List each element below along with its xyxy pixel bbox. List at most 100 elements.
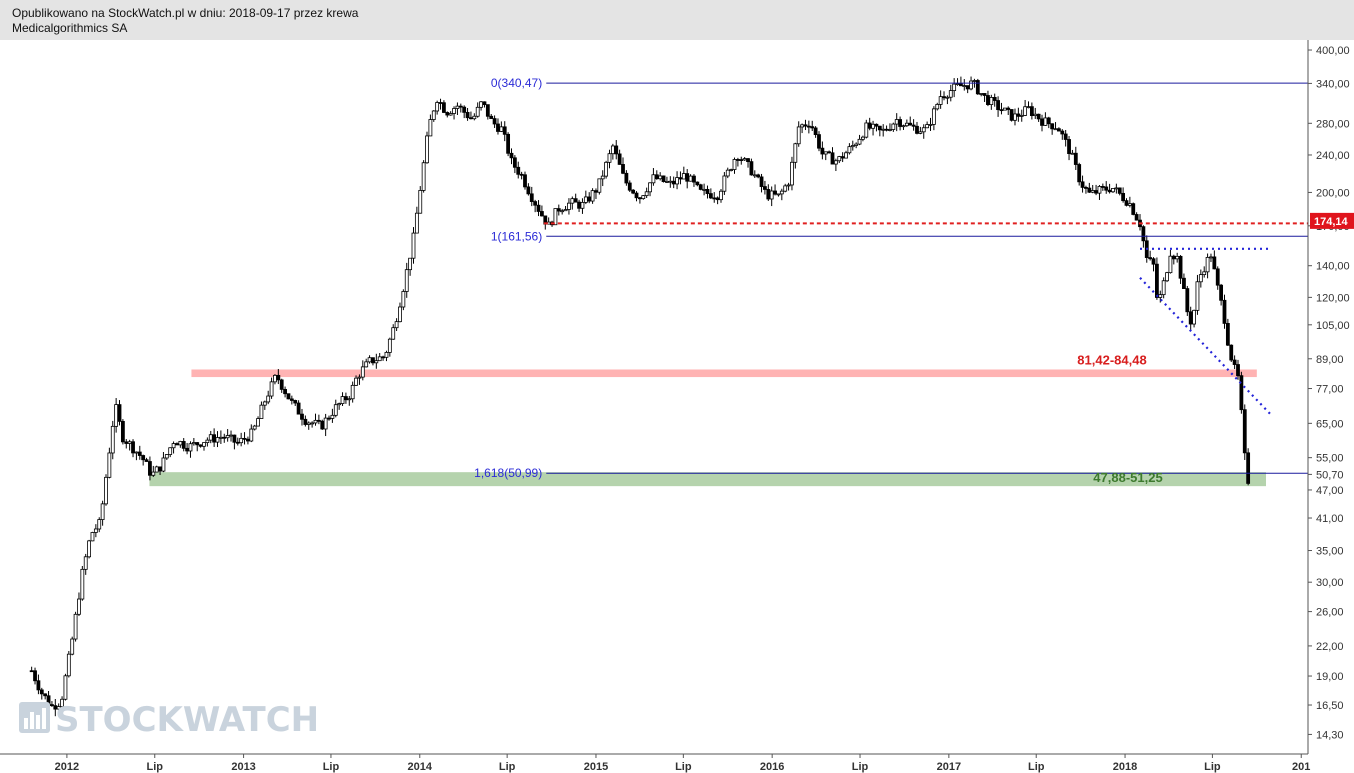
candle-body bbox=[938, 96, 943, 105]
candle-body bbox=[874, 123, 879, 127]
candle-body bbox=[97, 519, 102, 530]
candle-body bbox=[729, 169, 734, 171]
candle-body bbox=[790, 161, 794, 186]
candle-body bbox=[296, 402, 301, 415]
x-tick-label: 2014 bbox=[408, 761, 433, 773]
candle-body bbox=[1053, 128, 1058, 131]
candle-body bbox=[563, 209, 568, 212]
candle-body bbox=[90, 532, 95, 542]
candle-body bbox=[114, 404, 119, 427]
candle-body bbox=[195, 442, 200, 446]
candle-body bbox=[1148, 257, 1153, 260]
candle-body bbox=[594, 190, 598, 193]
candle-body bbox=[722, 175, 727, 192]
candle-body bbox=[462, 106, 467, 113]
candle-body bbox=[891, 123, 896, 130]
candle-body bbox=[357, 376, 362, 379]
candle-body bbox=[1192, 309, 1196, 325]
y-tick-label: 89,00 bbox=[1316, 354, 1344, 366]
candle-body bbox=[1161, 280, 1166, 296]
candle-body bbox=[1100, 186, 1105, 188]
candle-body bbox=[320, 420, 325, 430]
candle-body bbox=[239, 437, 244, 444]
candle-body bbox=[489, 115, 494, 119]
zones-layer bbox=[149, 369, 1267, 487]
candle-body bbox=[1043, 117, 1048, 126]
candle-body bbox=[627, 182, 632, 191]
candle-body bbox=[337, 403, 342, 406]
candle-body bbox=[999, 109, 1004, 112]
candle-body bbox=[384, 352, 389, 358]
candle-body bbox=[712, 197, 717, 200]
candle-body bbox=[969, 80, 973, 90]
candle-body bbox=[925, 124, 930, 129]
candle-body bbox=[445, 112, 450, 116]
lines-layer: 0(340,47) 1(161,56) 1,618(50,99) 81,42-84,4… bbox=[474, 76, 1308, 485]
x-tick-label: Lip bbox=[323, 761, 340, 773]
candle-body bbox=[1182, 277, 1186, 289]
candle-body bbox=[1117, 187, 1122, 194]
candle-body bbox=[1134, 214, 1139, 221]
candle-body bbox=[252, 425, 257, 430]
zone-band-red bbox=[191, 369, 1257, 378]
candle-body bbox=[188, 443, 193, 452]
fib-level-label: 1(161,56) bbox=[491, 229, 542, 243]
stockwatch-logo-icon bbox=[19, 702, 50, 733]
candle-body bbox=[367, 357, 372, 363]
candle-body bbox=[688, 175, 693, 182]
candle-body bbox=[452, 108, 456, 114]
x-tick-label: Lip bbox=[499, 761, 516, 773]
candle-body bbox=[1084, 187, 1088, 189]
candle-body bbox=[381, 356, 385, 359]
candle-body bbox=[175, 443, 179, 446]
candle-body bbox=[1019, 114, 1024, 117]
candle-body bbox=[83, 556, 88, 570]
candle-body bbox=[354, 377, 358, 386]
candle-body bbox=[107, 452, 112, 478]
stockwatch-watermark: STOCKWATCH bbox=[55, 700, 319, 740]
company-name: Medicalgorithmics SA bbox=[12, 21, 128, 35]
candle-body bbox=[533, 201, 538, 206]
candle-body bbox=[431, 110, 436, 120]
candle-body bbox=[144, 459, 149, 462]
candle-body bbox=[651, 174, 656, 184]
last-price-badge bbox=[1310, 212, 1354, 229]
candle-body bbox=[844, 152, 848, 159]
candle-body bbox=[323, 417, 328, 430]
x-tick-label: 2012 bbox=[55, 761, 79, 773]
candle-body bbox=[229, 434, 233, 437]
candle-body bbox=[104, 476, 108, 505]
y-tick-label: 55,00 bbox=[1316, 453, 1344, 465]
published-info: Opublikowano na StockWatch.pl w dniu: 20… bbox=[12, 6, 359, 20]
candle-body bbox=[965, 85, 970, 90]
candle-body bbox=[1202, 271, 1207, 276]
candle-body bbox=[438, 102, 443, 104]
candle-body bbox=[1205, 256, 1210, 273]
candle-body bbox=[259, 404, 264, 419]
candle-body bbox=[127, 441, 132, 444]
candle-body bbox=[1013, 113, 1017, 121]
candle-body bbox=[50, 704, 54, 707]
y-tick-label: 22,00 bbox=[1316, 641, 1344, 653]
candle-body bbox=[817, 134, 821, 149]
candle-body bbox=[773, 190, 777, 195]
candle-body bbox=[303, 418, 308, 425]
candle-body bbox=[181, 441, 186, 449]
candle-body bbox=[269, 381, 274, 397]
y-tick-label: 16,50 bbox=[1316, 700, 1344, 712]
candle-body bbox=[529, 193, 534, 202]
candle-body bbox=[131, 441, 135, 454]
candle-body bbox=[1097, 186, 1102, 194]
candle-body bbox=[222, 436, 227, 439]
candle-body bbox=[256, 418, 260, 427]
candle-body bbox=[783, 185, 788, 192]
x-axis: 2012 Lip 2013 Lip 2014 Lip 2015 Lip 2016 Lip 2017 L… bbox=[0, 753, 1310, 773]
candle-body bbox=[360, 366, 365, 378]
candle-body bbox=[725, 169, 730, 177]
candle-body bbox=[901, 125, 906, 128]
candle-body bbox=[293, 400, 298, 404]
candle-body bbox=[479, 101, 483, 108]
candle-body bbox=[871, 123, 875, 129]
candle-body bbox=[70, 638, 75, 655]
candle-body bbox=[567, 202, 571, 210]
